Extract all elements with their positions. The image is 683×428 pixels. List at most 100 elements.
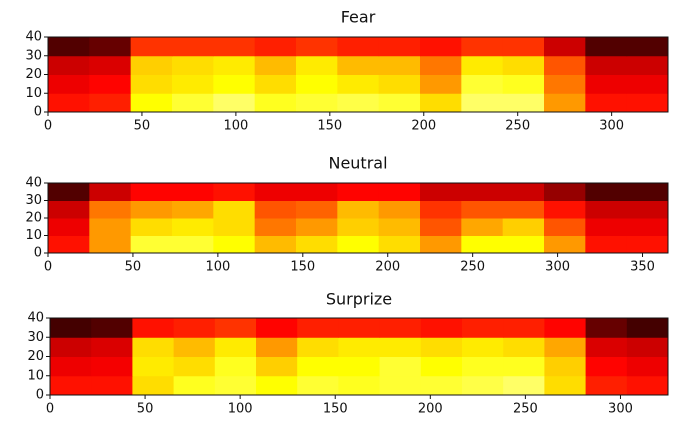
x-tick-label: 300 (599, 119, 624, 134)
heatmap-cell (256, 356, 298, 377)
heatmap-cell (502, 37, 545, 57)
heatmap-cell (89, 55, 132, 75)
heatmap-cell (502, 93, 545, 113)
heatmap-cell (89, 183, 132, 201)
x-tick-label: 50 (137, 402, 154, 417)
heatmap-cell (213, 235, 256, 254)
heatmap-cell (48, 37, 90, 57)
heatmap-cell (502, 235, 545, 254)
heatmap-cell (132, 375, 175, 396)
heatmap-cell (172, 93, 214, 113)
heatmap-cell (378, 55, 421, 75)
heatmap-cell (256, 318, 298, 338)
heatmap-cell (544, 337, 587, 357)
heatmap-cell (130, 200, 173, 219)
heatmap-cell (214, 337, 257, 357)
x-tick-label: 250 (505, 119, 530, 134)
y-tick-label: 30 (25, 193, 42, 208)
heatmap-cell (626, 37, 669, 57)
heatmap-cell (420, 356, 463, 377)
heatmap-cell (379, 375, 422, 396)
heatmap-panel: Fear 0 50 100 150 200 250 300 0 10 20 30 40 (25, 8, 669, 134)
heatmap-cell (130, 37, 173, 57)
heatmap-cell (626, 55, 669, 75)
heatmap-cell (585, 93, 628, 113)
heatmap-cell (172, 55, 214, 75)
heatmap-cell (585, 375, 628, 396)
heatmap-cell (544, 55, 586, 75)
heatmap-cell (379, 356, 422, 377)
heatmap-cell (338, 375, 381, 396)
y-tick-label: 30 (27, 330, 44, 345)
heatmap-cell (585, 318, 628, 338)
heatmap-cell (585, 356, 628, 377)
heatmap-cell (502, 218, 545, 236)
heatmap-cell (420, 37, 462, 57)
heatmap-cell (379, 318, 422, 338)
heatmap-cell (296, 93, 338, 113)
heatmap-panel: Surprize 0 50 100 150 200 250 300 0 10 20 30 40 (27, 290, 669, 417)
y-tick-label: 0 (36, 388, 44, 403)
heatmap-cell (89, 74, 132, 94)
heatmap-cell (132, 337, 175, 357)
heatmap-cell (626, 375, 669, 396)
heatmap-cell (89, 235, 132, 254)
x-tick-label: 150 (317, 119, 342, 134)
heatmap-cell (502, 183, 545, 201)
x-tick-label: 250 (513, 402, 538, 417)
heatmap-cell (89, 218, 132, 236)
heatmap-cell (254, 235, 297, 254)
heatmap-cell (296, 183, 338, 201)
heatmap-cell (503, 318, 545, 338)
heatmap-cell (213, 55, 256, 75)
heatmap-cell (213, 37, 256, 57)
y-tick-label: 10 (25, 86, 42, 101)
heatmap-cell (337, 200, 380, 219)
heatmap-cell (337, 218, 380, 236)
heatmap-cell (130, 55, 173, 75)
heatmap-cell (461, 183, 504, 201)
heatmap-cell (585, 200, 628, 219)
heatmap-cell (48, 235, 90, 254)
x-tick-label: 100 (205, 260, 230, 275)
y-tick-label: 40 (25, 30, 42, 45)
x-tick-label: 350 (630, 260, 655, 275)
x-tick-label: 150 (290, 260, 315, 275)
heatmap-cell (50, 337, 92, 357)
y-tick-label: 40 (25, 176, 42, 191)
heatmap-cell (213, 74, 256, 94)
heatmap-cell (89, 200, 132, 219)
heatmap-cell (461, 200, 504, 219)
heatmap-cell (626, 356, 669, 377)
heatmap-cell (172, 37, 214, 57)
heatmap-cell (254, 218, 297, 236)
heatmap-cell (544, 235, 586, 254)
heatmap-cell (213, 200, 256, 219)
heatmap-cell (544, 200, 586, 219)
heatmap-cell (544, 37, 586, 57)
heatmap-cell (420, 218, 462, 236)
y-tick-label: 10 (25, 228, 42, 243)
heatmap-cell (461, 218, 504, 236)
heatmap-cell (173, 337, 216, 357)
heatmap-cell (48, 218, 90, 236)
heatmap-cell (130, 93, 173, 113)
x-tick-label: 50 (134, 119, 151, 134)
heatmap-cell (585, 37, 628, 57)
heatmap-cell (338, 318, 381, 338)
heatmap-cell (50, 356, 92, 377)
heatmap-cell (585, 218, 628, 236)
x-tick-label: 50 (125, 260, 142, 275)
heatmap-cell (626, 235, 669, 254)
heatmap-cell (503, 356, 545, 377)
x-tick-label: 100 (223, 119, 248, 134)
heatmap-cell (461, 37, 504, 57)
x-tick-label: 150 (323, 402, 348, 417)
heatmap-cell (89, 37, 132, 57)
heatmap-cell (462, 318, 504, 338)
heatmap-cell (91, 375, 133, 396)
heatmap-cell (626, 200, 669, 219)
heatmap-cell (296, 200, 338, 219)
heatmap-cell (48, 55, 90, 75)
